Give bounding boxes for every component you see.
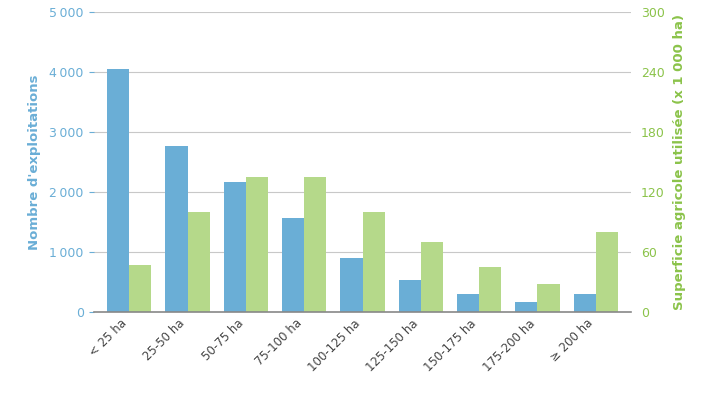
Bar bbox=[479, 267, 501, 312]
Bar bbox=[596, 232, 618, 312]
Bar bbox=[362, 212, 385, 312]
Bar bbox=[282, 218, 304, 312]
Bar bbox=[515, 302, 537, 312]
Y-axis label: Superficie agricole utilisée (x 1 000 ha): Superficie agricole utilisée (x 1 000 ha… bbox=[674, 14, 687, 310]
Bar bbox=[224, 182, 246, 312]
Bar bbox=[573, 294, 596, 312]
Bar bbox=[304, 177, 326, 312]
Y-axis label: Nombre d'exploitations: Nombre d'exploitations bbox=[28, 74, 41, 250]
Bar bbox=[107, 69, 129, 312]
Bar bbox=[457, 294, 479, 312]
Bar bbox=[246, 177, 268, 312]
Bar bbox=[129, 265, 152, 312]
Bar bbox=[537, 284, 560, 312]
Bar bbox=[188, 212, 210, 312]
Bar bbox=[420, 242, 443, 312]
Bar bbox=[340, 258, 362, 312]
Bar bbox=[399, 280, 420, 312]
Bar bbox=[165, 146, 188, 312]
